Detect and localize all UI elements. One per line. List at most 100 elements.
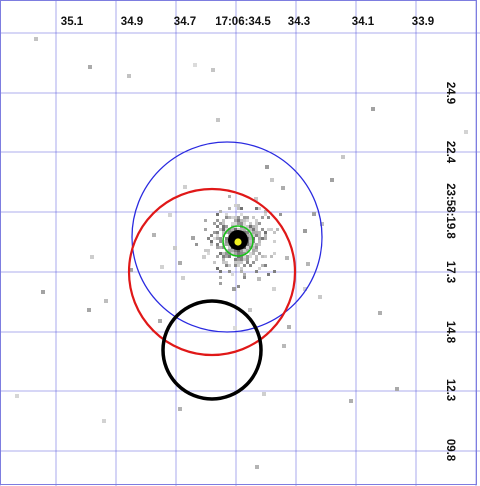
source-pixel: [255, 234, 258, 237]
source-pixel: [228, 264, 231, 267]
source-pixel: [279, 213, 282, 216]
source-pixel: [237, 216, 240, 219]
source-pixel: [243, 273, 246, 276]
ra-tick-label: 35.1: [61, 16, 84, 28]
count-pixel: [41, 290, 45, 294]
count-pixel: [248, 308, 252, 312]
ra-tick-label: 34.7: [174, 16, 196, 28]
source-pixel: [219, 282, 222, 285]
source-pixel: [231, 249, 234, 252]
source-pixel: [246, 216, 249, 219]
source-pixel: [207, 252, 210, 255]
source-pixel: [222, 219, 225, 222]
source-pixel: [270, 255, 273, 258]
source-pixel: [219, 228, 222, 231]
source-pixel: [252, 225, 255, 228]
source-pixel: [249, 264, 252, 267]
source-pixel: [222, 246, 225, 249]
red-error-circle: [127, 187, 297, 357]
source-pixel: [237, 204, 240, 207]
source-pixel: [243, 225, 246, 228]
count-pixel: [254, 197, 258, 201]
source-pixel: [264, 210, 267, 213]
source-pixel: [267, 273, 270, 276]
count-pixel: [272, 287, 276, 291]
source-pixel: [228, 207, 231, 210]
dec-axis-labels: 24.9 22.4 23:58:19.8 17.3 14.8 12.3 09.8: [444, 82, 456, 462]
source-pixel: [237, 252, 240, 255]
count-pixel: [173, 246, 177, 250]
count-pixel: [255, 465, 259, 469]
source-pixel: [246, 225, 249, 228]
source-pixel: [240, 249, 243, 252]
source-pixel: [225, 243, 228, 246]
source-pixel: [258, 207, 261, 210]
source-pixel: [255, 258, 258, 261]
source-pixel: [258, 222, 261, 225]
count-pixel: [349, 399, 353, 403]
source-pixel: [225, 261, 228, 264]
source-pixel: [243, 228, 246, 231]
count-pixel: [152, 233, 156, 237]
source-pixel: [252, 243, 255, 246]
source-pixel: [249, 228, 252, 231]
source-pixel: [213, 261, 216, 264]
source-pixel: [252, 228, 255, 231]
dec-tick-label: 12.3: [444, 379, 456, 401]
source-pixel: [228, 249, 231, 252]
source-pixel: [246, 219, 249, 222]
source-pixel: [237, 261, 240, 264]
count-pixel: [464, 130, 468, 134]
source-pixel: [213, 237, 216, 240]
count-pixel: [168, 213, 172, 217]
source-pixel: [222, 252, 225, 255]
source-pixel: [255, 219, 258, 222]
count-pixel: [160, 265, 164, 269]
source-pixel: [231, 273, 234, 276]
source-pixel: [237, 249, 240, 252]
source-pixel: [234, 264, 237, 267]
source-pixel: [249, 243, 252, 246]
count-pixel: [378, 311, 382, 315]
count-pixel: [303, 229, 307, 233]
source-pixel: [255, 246, 258, 249]
source-pixel: [264, 234, 267, 237]
source-pixel: [252, 234, 255, 237]
source-pixel: [264, 255, 267, 258]
source-pixel: [237, 258, 240, 261]
count-pixel: [265, 165, 269, 169]
black-error-circle: [161, 299, 263, 401]
source-pixel: [222, 228, 225, 231]
source-pixel: [237, 228, 240, 231]
source-pixel: [234, 252, 237, 255]
source-pixel: [264, 264, 267, 267]
source-pixel: [237, 285, 240, 288]
source-pixel: [231, 216, 234, 219]
source-pixel: [255, 255, 258, 258]
dec-tick-label: 23:58:19.8: [444, 183, 456, 239]
source-pixel: [216, 234, 219, 237]
source-pixel: [240, 270, 243, 273]
source-pixel: [234, 258, 237, 261]
count-pixel: [282, 344, 286, 348]
count-pixel: [102, 419, 106, 423]
source-pixel: [273, 240, 276, 243]
source-pixel: [207, 237, 210, 240]
source-pixel: [258, 243, 261, 246]
source-pixel: [222, 258, 225, 261]
ra-tick-label: 33.9: [412, 16, 434, 28]
count-pixel: [285, 256, 289, 260]
source-pixel: [243, 252, 246, 255]
source-pixel: [249, 225, 252, 228]
count-pixel: [395, 387, 399, 391]
source-pixel: [273, 270, 276, 273]
source-pixel: [267, 216, 270, 219]
source-pixel: [252, 252, 255, 255]
source-pixel: [252, 231, 255, 234]
source-pixel: [225, 264, 228, 267]
source-pixel: [225, 228, 228, 231]
source-pixel: [249, 237, 252, 240]
green-source-circle: [222, 225, 254, 257]
source-pixel: [210, 243, 213, 246]
